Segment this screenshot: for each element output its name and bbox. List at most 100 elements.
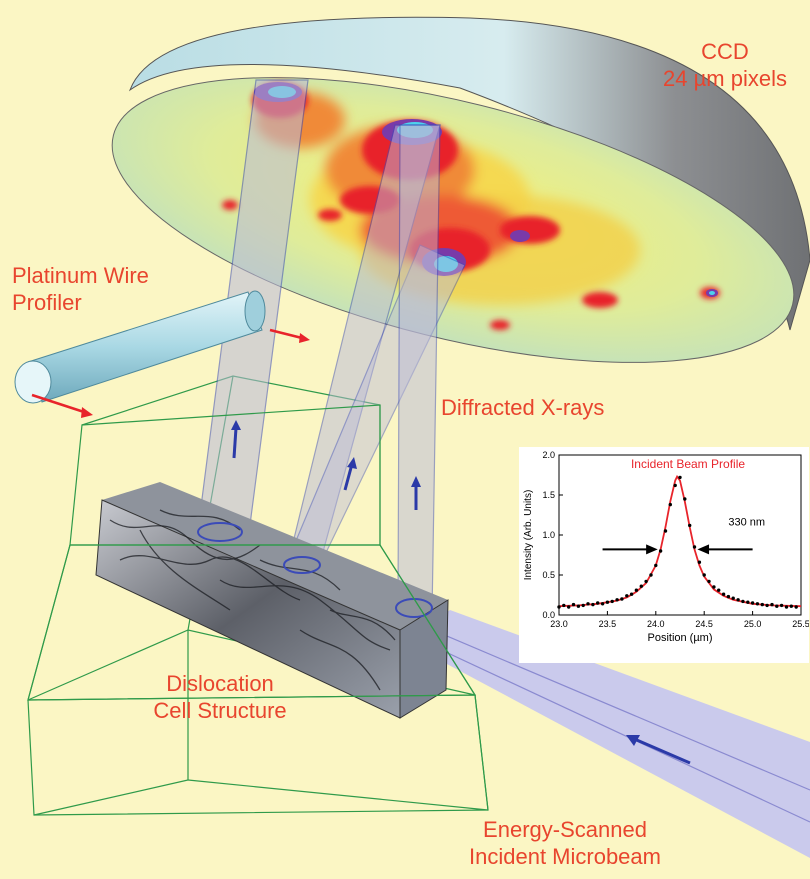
data-point xyxy=(596,601,600,605)
data-point xyxy=(707,579,711,584)
data-point xyxy=(726,594,731,599)
y-tick-label: 1.5 xyxy=(542,490,555,500)
beam-label: Energy-Scanned Incident Microbeam xyxy=(450,816,680,870)
chart-fit-series xyxy=(558,474,802,608)
wire-label: Platinum Wire Profiler xyxy=(12,262,212,316)
data-point xyxy=(629,592,634,596)
wire-label-line2: Profiler xyxy=(12,290,82,315)
x-tick-label: 23.0 xyxy=(550,619,568,629)
data-point xyxy=(746,600,750,604)
beam-footprint-2 xyxy=(283,556,321,574)
diffracted-arrow-1 xyxy=(232,427,238,459)
diffracted-label-text: Diffracted X-rays xyxy=(441,395,605,420)
data-point xyxy=(557,605,561,609)
y-axis-label: Intensity (Arb. Units) xyxy=(523,490,534,581)
ccd-label-line2: 24 µm pixels xyxy=(663,66,787,91)
data-point xyxy=(712,585,716,589)
fit-curve xyxy=(558,474,802,608)
data-point xyxy=(581,603,585,608)
y-tick-label: 2.0 xyxy=(542,450,555,460)
data-point xyxy=(692,545,697,549)
x-tick-label: 24.5 xyxy=(695,619,713,629)
x-tick-label: 24.0 xyxy=(647,619,665,629)
data-point xyxy=(668,502,672,507)
x-axis-label: Position (µm) xyxy=(647,632,712,644)
data-point xyxy=(567,605,571,609)
data-point xyxy=(683,497,687,501)
data-point xyxy=(688,523,692,528)
diffracted-label: Diffracted X-rays xyxy=(441,394,661,421)
y-tick-label: 1.0 xyxy=(542,530,555,540)
data-point xyxy=(673,483,677,488)
beam-footprint-1 xyxy=(197,522,243,542)
data-point xyxy=(779,603,784,608)
data-point xyxy=(591,602,595,607)
data-point xyxy=(620,597,624,601)
fwhm-annotation: 330 nm xyxy=(728,516,765,528)
data-point xyxy=(649,573,653,577)
data-point xyxy=(678,475,682,480)
incident-microbeam xyxy=(402,610,810,858)
beam-profile-chart: 23.0 23.5 24.0 24.5 25.0 25.5 0.0 0.5 1.0 1.5 2.0 P… xyxy=(519,447,810,663)
chart-annotation-group: 330 nm xyxy=(602,516,765,555)
ccd-label: CCD 24 µm pixels xyxy=(650,38,800,92)
data-point xyxy=(765,603,769,608)
cell-label-line2: Cell Structure xyxy=(153,698,287,723)
chart-title: Incident Beam Profile xyxy=(631,457,745,471)
wire-motion-arrow-1 xyxy=(269,328,303,340)
data-point xyxy=(775,604,779,608)
data-point xyxy=(736,598,740,602)
data-point xyxy=(610,599,614,604)
data-point xyxy=(639,584,643,588)
diffracted-arrow-2 xyxy=(343,463,354,491)
data-point xyxy=(750,601,755,605)
data-point xyxy=(702,573,706,577)
data-point xyxy=(794,605,798,609)
beam-direction-arrow xyxy=(631,736,691,765)
cell-label-line1: Dislocation xyxy=(166,671,274,696)
fwhm-arrowhead-right xyxy=(697,544,710,555)
beam-label-line1: Energy-Scanned xyxy=(483,817,647,842)
data-point xyxy=(605,600,610,604)
data-point xyxy=(789,604,793,608)
beam-label-line2: Incident Microbeam xyxy=(469,844,661,869)
ccd-label-line1: CCD xyxy=(701,39,749,64)
data-point xyxy=(654,563,658,568)
wire-motion-arrow-2 xyxy=(31,393,85,414)
data-point xyxy=(634,588,639,592)
data-point xyxy=(658,549,663,553)
data-point xyxy=(586,602,590,606)
beam-profile-plot: 23.0 23.5 24.0 24.5 25.0 25.5 0.0 0.5 1.0 1.5 2.0 P… xyxy=(523,450,810,644)
data-point xyxy=(625,594,629,598)
data-point xyxy=(717,588,721,592)
data-point xyxy=(731,596,735,600)
cell-label: Dislocation Cell Structure xyxy=(130,670,310,724)
data-point xyxy=(741,599,745,604)
sample-box-front xyxy=(27,404,489,816)
dislocation-texture xyxy=(109,509,396,691)
x-tick-label: 25.5 xyxy=(792,619,809,629)
y-tick-label: 0.0 xyxy=(542,610,555,620)
chart-axes: 23.0 23.5 24.0 24.5 25.0 25.5 0.0 0.5 1.0 1.5 2.0 P… xyxy=(523,450,810,644)
y-tick-label: 0.5 xyxy=(542,570,555,580)
x-tick-label: 25.0 xyxy=(744,619,762,629)
data-point xyxy=(770,602,774,607)
data-point xyxy=(562,603,566,608)
data-point xyxy=(760,602,764,607)
data-point xyxy=(615,598,619,602)
data-point xyxy=(576,604,581,608)
data-point xyxy=(571,602,576,607)
data-point xyxy=(697,560,702,564)
data-point xyxy=(663,529,668,533)
data-point xyxy=(784,605,789,609)
platinum-wire xyxy=(14,290,310,418)
data-point xyxy=(600,602,605,606)
fwhm-arrowhead-left xyxy=(646,544,658,555)
data-point xyxy=(644,579,648,584)
data-point xyxy=(755,602,760,606)
data-point xyxy=(721,592,726,596)
wire-label-line1: Platinum Wire xyxy=(12,263,149,288)
x-tick-label: 23.5 xyxy=(599,619,617,629)
